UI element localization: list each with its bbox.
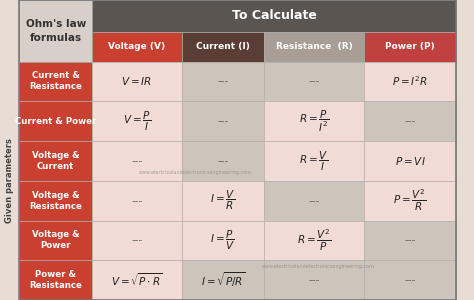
Bar <box>19 260 92 300</box>
Bar <box>182 220 264 260</box>
Text: ---: --- <box>309 76 320 86</box>
Bar <box>182 61 264 101</box>
Bar <box>182 260 264 300</box>
Text: Given parameters: Given parameters <box>5 138 14 223</box>
Bar <box>92 141 182 181</box>
Text: Current &
Resistance: Current & Resistance <box>29 71 82 92</box>
Bar <box>264 141 364 181</box>
Text: $P = VI$: $P = VI$ <box>395 155 426 167</box>
Text: Voltage (V): Voltage (V) <box>109 42 165 51</box>
Bar <box>264 181 364 220</box>
Text: Power (P): Power (P) <box>385 42 435 51</box>
Text: $R = \dfrac{V}{I}$: $R = \dfrac{V}{I}$ <box>300 149 329 172</box>
Text: ---: --- <box>131 156 143 166</box>
Bar <box>0 0 19 300</box>
Text: Current & Power: Current & Power <box>15 117 96 126</box>
Text: Voltage &
Current: Voltage & Current <box>32 151 80 171</box>
Bar <box>364 181 456 220</box>
Bar <box>19 141 92 181</box>
Bar <box>19 181 92 220</box>
Bar <box>92 220 182 260</box>
Text: ---: --- <box>218 156 228 166</box>
Bar <box>92 101 182 141</box>
Text: Voltage &
Resistance: Voltage & Resistance <box>29 190 82 211</box>
Text: ---: --- <box>218 116 228 126</box>
Bar <box>182 141 264 181</box>
Bar <box>264 61 364 101</box>
Text: To Calculate: To Calculate <box>232 9 317 22</box>
Text: ---: --- <box>131 196 143 206</box>
Text: ---: --- <box>405 236 416 245</box>
Bar <box>92 181 182 220</box>
Text: www.electricalandelectronicsengineering.com: www.electricalandelectronicsengineering.… <box>139 169 252 175</box>
Bar <box>364 32 456 62</box>
Text: $P = \dfrac{V^2}{R}$: $P = \dfrac{V^2}{R}$ <box>393 188 427 213</box>
Text: Resistance  (R): Resistance (R) <box>276 42 353 51</box>
Bar <box>182 101 264 141</box>
Text: $P = I^2R$: $P = I^2R$ <box>392 74 428 88</box>
Text: $R = \dfrac{P}{I^2}$: $R = \dfrac{P}{I^2}$ <box>299 109 329 134</box>
Bar <box>182 181 264 220</box>
Text: $I = \dfrac{V}{R}$: $I = \dfrac{V}{R}$ <box>210 189 236 212</box>
Text: ---: --- <box>131 236 143 245</box>
Text: $V = \dfrac{P}{I}$: $V = \dfrac{P}{I}$ <box>123 110 151 133</box>
Bar <box>92 61 182 101</box>
Bar <box>264 101 364 141</box>
Bar <box>364 101 456 141</box>
Text: ---: --- <box>218 76 228 86</box>
Bar <box>92 260 182 300</box>
Text: Voltage &
Power: Voltage & Power <box>32 230 80 250</box>
Bar <box>19 101 92 141</box>
Text: Ohm's law
formulas: Ohm's law formulas <box>26 19 86 43</box>
Text: ---: --- <box>405 116 416 126</box>
Text: $V = IR$: $V = IR$ <box>121 75 153 87</box>
Text: $I = \sqrt{P/R}$: $I = \sqrt{P/R}$ <box>201 271 245 290</box>
Bar <box>264 220 364 260</box>
Bar <box>19 220 92 260</box>
Text: ---: --- <box>309 275 320 285</box>
Bar <box>19 61 92 101</box>
Bar <box>364 260 456 300</box>
Text: ---: --- <box>309 196 320 206</box>
Bar <box>92 0 456 32</box>
Bar <box>264 32 364 62</box>
Text: www.electricalandelectronicsengineering.com: www.electricalandelectronicsengineering.… <box>262 264 375 269</box>
Text: Power &
Resistance: Power & Resistance <box>29 270 82 290</box>
Text: ---: --- <box>405 275 416 285</box>
Bar <box>364 141 456 181</box>
Text: Current (I): Current (I) <box>196 42 250 51</box>
Bar <box>92 32 182 62</box>
Bar <box>19 0 92 61</box>
Text: $R = \dfrac{V^2}{P}$: $R = \dfrac{V^2}{P}$ <box>297 228 332 253</box>
Bar <box>364 61 456 101</box>
Text: $V = \sqrt{P \cdot R}$: $V = \sqrt{P \cdot R}$ <box>111 272 163 289</box>
Bar <box>182 32 264 62</box>
Bar <box>264 260 364 300</box>
Bar <box>364 220 456 260</box>
Text: $I = \dfrac{P}{V}$: $I = \dfrac{P}{V}$ <box>210 229 236 252</box>
